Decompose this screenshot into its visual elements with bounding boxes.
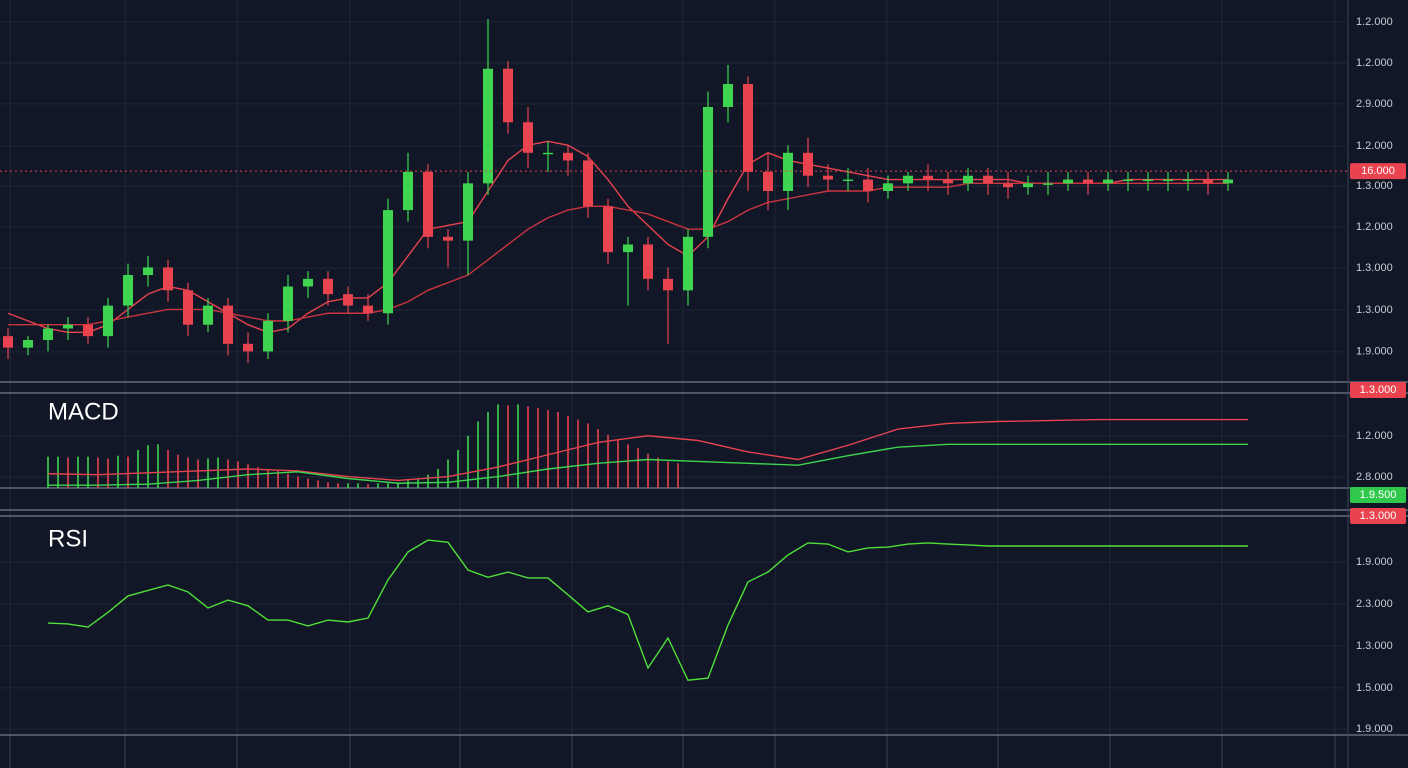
- candle-body: [843, 179, 853, 182]
- candle-body: [383, 210, 393, 314]
- y-tick-label: 1.2.000: [1356, 57, 1393, 69]
- candle-body: [283, 286, 293, 321]
- y-tick-label: 2.8.000: [1356, 471, 1393, 483]
- candle-body: [303, 278, 313, 287]
- pane-title: RSI: [48, 525, 88, 552]
- candle-body: [1183, 179, 1193, 182]
- candle-body: [683, 236, 693, 291]
- candle-body: [3, 336, 13, 348]
- indicator-line: [47, 539, 1248, 682]
- y-tick-label: 1.2.000: [1356, 16, 1393, 28]
- candle-body: [1103, 179, 1113, 184]
- candle-body: [1123, 179, 1133, 182]
- candle-body: [1083, 179, 1093, 184]
- y-tick-label: 1.2.000: [1356, 430, 1393, 442]
- indicator-line: [47, 418, 1248, 482]
- candle-body: [1223, 179, 1233, 184]
- y-tick-label: 1.5.000: [1356, 682, 1393, 694]
- candle-body: [623, 244, 633, 253]
- candle-body: [123, 275, 133, 306]
- candle-body: [43, 328, 53, 340]
- y-tick-label: 1.3.000: [1356, 640, 1393, 652]
- axis-badge: [1350, 508, 1406, 524]
- y-tick-label: 1.9.000: [1356, 723, 1393, 735]
- candle-body: [963, 175, 973, 184]
- candle-body: [1143, 179, 1153, 182]
- y-tick-label: 2.3.000: [1356, 598, 1393, 610]
- candle-body: [483, 68, 493, 184]
- candle-body: [223, 305, 233, 344]
- candle-body: [403, 171, 413, 211]
- candle-body: [503, 68, 513, 123]
- candle-body: [263, 320, 273, 352]
- y-tick-label: 1.2.000: [1356, 221, 1393, 233]
- candle-body: [783, 152, 793, 191]
- candle-body: [863, 179, 873, 191]
- y-tick-label: 1.3.000: [1356, 304, 1393, 316]
- candle-body: [423, 171, 433, 237]
- axis-badge-label: 1.9.500: [1360, 489, 1397, 501]
- pane-title: MACD: [48, 398, 119, 425]
- candle-body: [103, 305, 113, 337]
- candle-body: [23, 339, 33, 348]
- candle-body: [643, 244, 653, 279]
- candle-body: [163, 267, 173, 291]
- candle-body: [983, 175, 993, 184]
- axis-badge: [1350, 382, 1406, 398]
- candle-body: [763, 171, 773, 191]
- candle-body: [83, 324, 93, 337]
- y-tick-label: 1.3.000: [1356, 180, 1393, 192]
- candle-body: [903, 175, 913, 184]
- candle-body: [463, 183, 473, 241]
- axis-badge-label: 1.3.000: [1360, 510, 1397, 522]
- candle-body: [883, 183, 893, 191]
- candle-body: [803, 152, 813, 176]
- candle-body: [743, 84, 753, 172]
- y-tick-label: 1.9.000: [1356, 346, 1393, 358]
- candle-body: [63, 324, 73, 329]
- candle-body: [203, 305, 213, 325]
- candle-body: [323, 278, 333, 295]
- candle-body: [1203, 179, 1213, 184]
- y-tick-label: 1.3.000: [1356, 262, 1393, 274]
- y-tick-label: 1.9.000: [1356, 556, 1393, 568]
- candle-body: [663, 278, 673, 291]
- y-tick-label: 1.2.000: [1356, 140, 1393, 152]
- axis-badge: [1350, 487, 1406, 503]
- candle-body: [583, 160, 593, 207]
- axis-badge-label: 1.3.000: [1360, 384, 1397, 396]
- candle-body: [1023, 183, 1033, 188]
- y-tick-label: 2.9.000: [1356, 98, 1393, 110]
- candle-body: [1163, 179, 1173, 182]
- candle-body: [563, 152, 573, 161]
- candle-body: [1003, 183, 1013, 188]
- candle-body: [603, 206, 613, 253]
- indicator-line: [48, 443, 1248, 486]
- candle-body: [523, 122, 533, 153]
- candle-body: [943, 179, 953, 184]
- candle-body: [923, 175, 933, 180]
- candle-body: [343, 294, 353, 306]
- candle-body: [823, 175, 833, 180]
- candle-body: [723, 84, 733, 107]
- last-price-badge: [1350, 163, 1406, 180]
- candle-body: [183, 290, 193, 325]
- candle-body: [703, 106, 713, 237]
- candle-body: [443, 236, 453, 241]
- candle-body: [243, 343, 253, 352]
- candle-body: [1043, 183, 1053, 185]
- candle-body: [143, 267, 153, 276]
- last-price-label: 16.000: [1361, 165, 1395, 177]
- candle-body: [363, 305, 373, 314]
- candle-body: [1063, 179, 1073, 184]
- candle-body: [543, 152, 553, 155]
